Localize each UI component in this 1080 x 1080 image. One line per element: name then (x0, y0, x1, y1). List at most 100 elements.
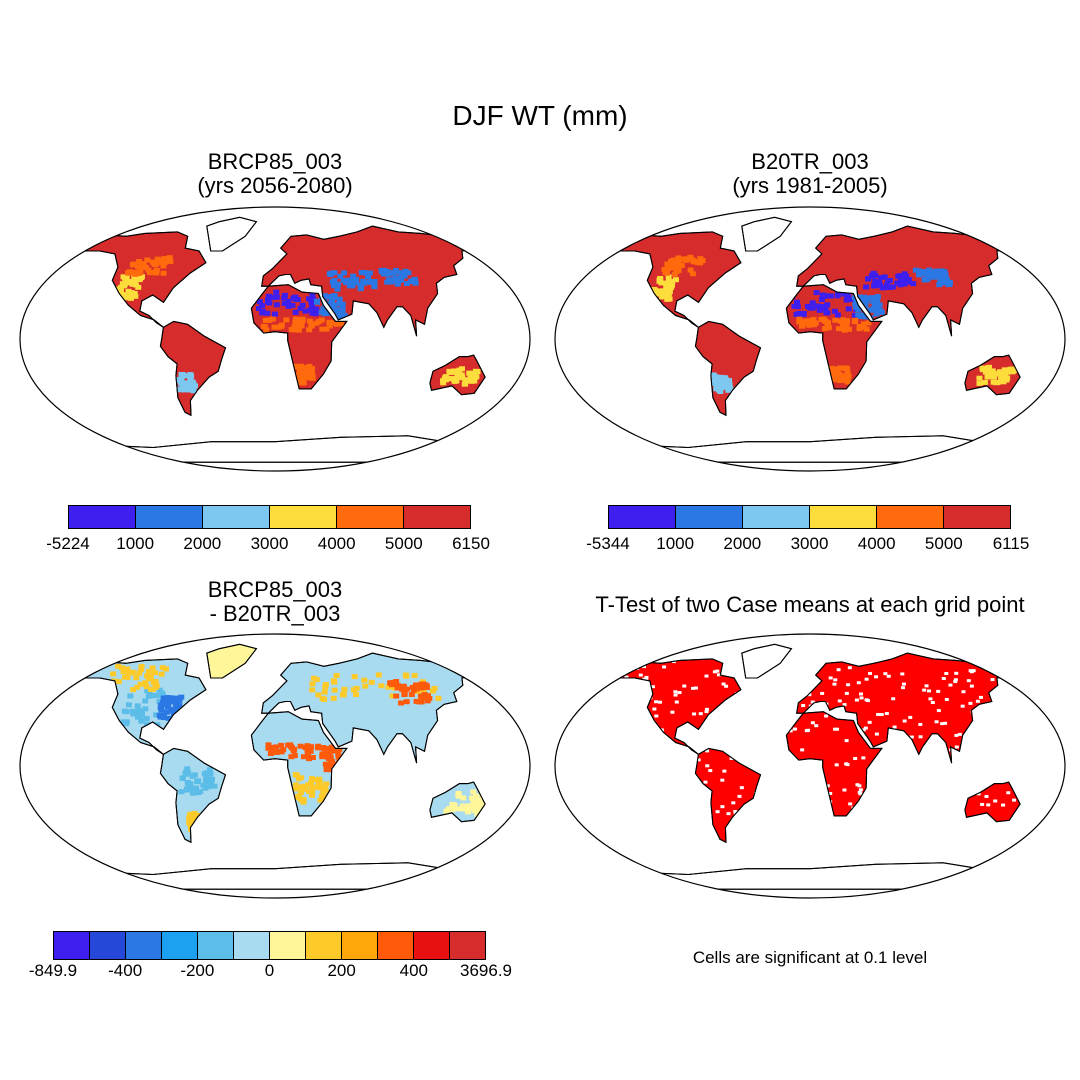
land-south-america (694, 320, 762, 417)
coastline-australia (964, 781, 1021, 823)
land-greenland (741, 216, 793, 252)
colorbar-tick-label: 4000 (317, 534, 356, 553)
colorbar-tick-label: 5000 (924, 534, 963, 553)
colorbar-tick-label: 2000 (723, 534, 762, 553)
coastline-antarctica (622, 862, 999, 890)
colorbar-tick-label: 4000 (857, 534, 896, 553)
colorbar-swatch (450, 932, 485, 959)
coastline-australia (429, 781, 486, 823)
land-antarctica (622, 435, 999, 463)
colorbar-swatch (234, 932, 270, 959)
coastline-africa (785, 711, 883, 817)
coastline-australia (964, 354, 1021, 396)
coastline-australia (429, 354, 486, 396)
colorbar-tick-label: 6115 (992, 534, 1030, 553)
map-border (554, 633, 1066, 899)
colorbar-swatch (126, 932, 162, 959)
coastline-eurasia (796, 225, 1016, 337)
coastline-south-america (694, 747, 762, 844)
colorbar-swatch (90, 932, 126, 959)
map-border (19, 206, 531, 472)
colorbar-swatch (414, 932, 450, 959)
colorbar-swatch (270, 506, 337, 528)
panel-title-line2: (yrs 2056-2080) (197, 173, 353, 198)
colorbar-swatch (162, 932, 198, 959)
map-border (554, 206, 1066, 472)
panel-title-difference: BRCP85_003 - B20TR_003 (105, 578, 445, 626)
colorbar-tick-label: 200 (327, 961, 356, 980)
panel-title-line1: B20TR_003 (751, 149, 869, 174)
panel-title-line2: (yrs 1981-2005) (732, 173, 888, 198)
land-greenland (741, 643, 793, 679)
colorbar-difference (53, 931, 486, 960)
colorbar-tick-label: 2000 (183, 534, 222, 553)
coastline-south-america (694, 320, 762, 417)
map-difference (19, 633, 531, 899)
coastline-north-america (616, 658, 742, 755)
coastline-greenland (741, 216, 793, 252)
colorbar-swatch (404, 506, 470, 528)
coastline-north-america (81, 231, 207, 328)
colorbar-swatch (54, 932, 90, 959)
colorbar-tick-label: 3696.9 (460, 961, 512, 980)
coastline-africa (250, 284, 348, 390)
colorbar-swatch (306, 932, 342, 959)
coastline-africa (250, 711, 348, 817)
colorbar-swatch (337, 506, 404, 528)
colorbar-swatch (198, 932, 234, 959)
colorbar-tick-label: 3000 (250, 534, 289, 553)
coastline-north-america (616, 231, 742, 328)
coastline-eurasia (261, 652, 481, 764)
land-greenland (206, 643, 258, 679)
coastline-south-america (159, 320, 227, 417)
colorbar-swatch (69, 506, 136, 528)
panel-title-future: BRCP85_003 (yrs 2056-2080) (105, 150, 445, 198)
coastline-antarctica (622, 435, 999, 463)
colorbar-tick-label: 6150 (452, 534, 490, 553)
coastline-north-america (81, 658, 207, 755)
land-antarctica (87, 435, 464, 463)
colorbar-tick-label: -5224 (46, 534, 90, 553)
colorbar-swatch (676, 506, 743, 528)
panel-title-ttest: T-Test of two Case means at each grid po… (545, 593, 1075, 617)
colorbar-tick-label: -400 (108, 961, 143, 980)
panel-title-line1: T-Test of two Case means at each grid po… (595, 592, 1025, 617)
colorbar-tick-label: 3000 (790, 534, 829, 553)
coastline-south-america (159, 747, 227, 844)
colorbar-swatch (270, 932, 306, 959)
colorbar-swatch (378, 932, 414, 959)
colorbar-swatch (877, 506, 944, 528)
panel-title-line2: - B20TR_003 (209, 601, 341, 626)
land-south-america (694, 747, 762, 844)
coastline-eurasia (261, 225, 481, 337)
panel-title-line1: BRCP85_003 (207, 577, 343, 602)
colorbar-future (68, 505, 471, 529)
coastline-antarctica (87, 435, 464, 463)
colorbar-swatch (810, 506, 877, 528)
colorbar-difference-labels: -849.9 -400 -200 0 200 400 3696.9 (29, 961, 512, 981)
coastline-greenland (206, 216, 258, 252)
colorbar-historical (608, 505, 1011, 529)
coastline-africa (785, 284, 883, 390)
coastline-antarctica (87, 862, 464, 890)
colorbar-swatch (743, 506, 810, 528)
coastline-greenland (206, 643, 258, 679)
colorbar-swatch (944, 506, 1010, 528)
colorbar-tick-label: 1000 (116, 534, 155, 553)
colorbar-tick-label: 0 (264, 961, 275, 980)
significance-note: Cells are significant at 0.1 level (692, 948, 928, 967)
colorbar-tick-label: -5344 (586, 534, 630, 553)
colorbar-future-labels: -5224 1000 2000 3000 4000 5000 6150 (46, 534, 490, 554)
land-greenland (206, 216, 258, 252)
figure-title: DJF WT (mm) (452, 100, 628, 131)
field-texture (110, 663, 486, 839)
coastline-eurasia (796, 652, 1016, 764)
land-south-america (159, 320, 227, 417)
colorbar-historical-labels: -5344 1000 2000 3000 4000 5000 6115 (586, 534, 1029, 554)
colorbar-swatch (609, 506, 676, 528)
coastline-greenland (741, 643, 793, 679)
panel-title-line1: BRCP85_003 (207, 149, 343, 174)
map-future (19, 206, 531, 472)
map-border (19, 633, 531, 899)
map-historical (554, 206, 1066, 472)
